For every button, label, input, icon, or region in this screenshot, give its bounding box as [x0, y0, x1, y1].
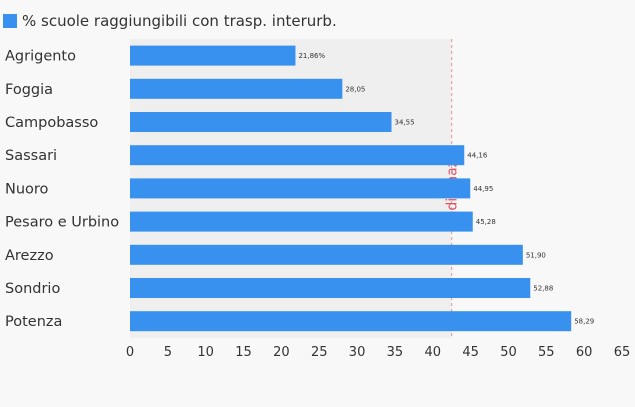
x-tick-label: 45 — [462, 345, 479, 360]
bar — [130, 78, 343, 99]
data-label: 21,86% — [298, 52, 325, 60]
category-label: Nuoro — [5, 181, 49, 197]
bar — [130, 211, 473, 232]
legend-swatch — [3, 14, 17, 28]
x-tick-label: 40 — [424, 345, 441, 360]
x-tick-label: 15 — [235, 345, 252, 360]
data-label: 28,05 — [345, 85, 365, 93]
bar — [130, 278, 531, 298]
value-labels: 21,86% 28,05 34,55 44,16 44,95 45,28 51,90 52,8… — [298, 52, 594, 326]
category-label: Foggia — [5, 82, 53, 98]
x-tick-label: 25 — [311, 345, 328, 360]
bar — [130, 45, 296, 66]
category-label: Sondrio — [5, 281, 60, 297]
data-label: 44,95 — [473, 185, 493, 193]
category-label: Sassari — [5, 148, 57, 164]
category-labels: Agrigento Foggia Campobasso Sassari Nuoro Pes… — [5, 49, 119, 331]
bar — [130, 178, 471, 199]
category-label: Pesaro e Urbino — [5, 215, 119, 231]
legend-label: % scuole raggiungibili con trasp. interu… — [22, 12, 337, 30]
x-tick-label: 65 — [614, 345, 631, 360]
data-label: 52,88 — [533, 285, 553, 293]
x-axis-ticks: 0 5 10 15 20 25 30 35 40 45 50 55 60 65 — [126, 345, 630, 360]
data-label: 58,29 — [574, 318, 594, 326]
x-tick-label: 55 — [538, 345, 555, 360]
x-tick-label: 10 — [197, 345, 214, 360]
x-tick-label: 30 — [349, 345, 366, 360]
data-label: 34,55 — [395, 119, 415, 127]
data-label: 45,28 — [476, 218, 496, 226]
bar-series — [130, 45, 572, 332]
bar — [130, 112, 392, 132]
category-label: Campobasso — [5, 115, 98, 131]
x-tick-label: 5 — [164, 345, 172, 360]
x-tick-label: 60 — [576, 345, 593, 360]
x-tick-label: 20 — [273, 345, 290, 360]
category-label: Agrigento — [5, 49, 76, 65]
x-tick-label: 50 — [500, 345, 517, 360]
bar — [130, 244, 523, 265]
chart-legend: % scuole raggiungibili con trasp. interu… — [3, 12, 337, 30]
bar — [130, 311, 572, 332]
bar — [130, 145, 465, 166]
category-label: Arezzo — [5, 248, 54, 264]
data-label: 51,90 — [526, 251, 546, 259]
x-tick-label: 35 — [387, 345, 404, 360]
data-label: 44,16 — [467, 152, 488, 160]
x-tick-label: 0 — [126, 345, 134, 360]
category-label: Potenza — [5, 314, 62, 330]
